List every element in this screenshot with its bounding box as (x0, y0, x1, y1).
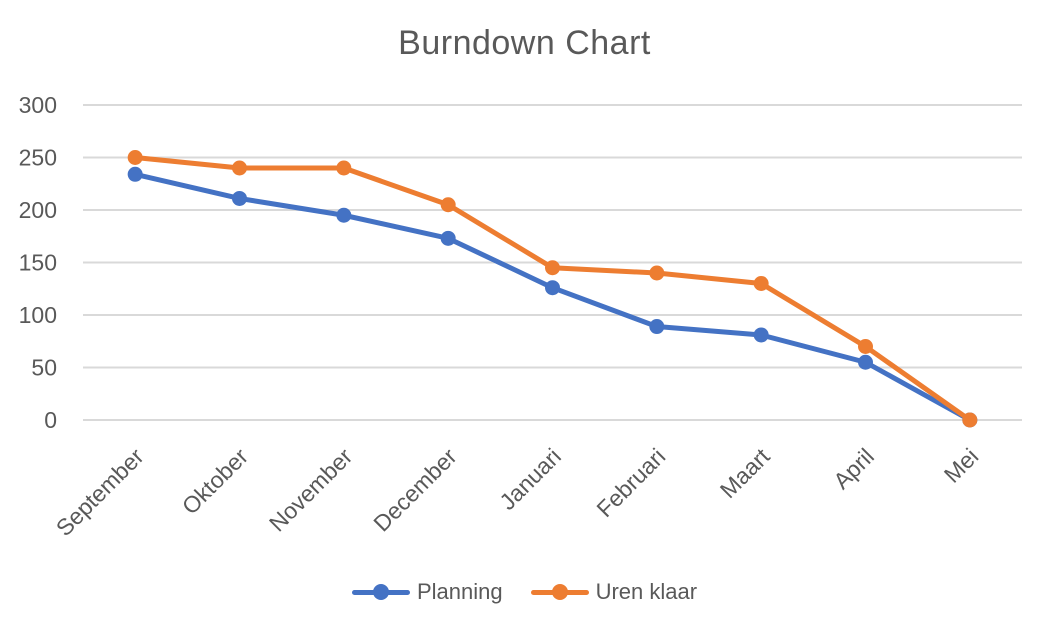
chart-title: Burndown Chart (398, 24, 651, 62)
data-point-planning (232, 190, 247, 206)
x-axis-tick-label: Mei (939, 443, 984, 488)
x-axis-tick-label: Januari (494, 443, 566, 515)
x-axis-tick-label: Maart (715, 443, 775, 503)
y-axis-tick-label: 0 (44, 407, 57, 433)
data-point-planning (649, 319, 665, 335)
data-point-planning (127, 166, 143, 182)
data-point-uren-klaar (545, 260, 560, 276)
y-axis-tick-label: 250 (19, 145, 57, 171)
y-axis-tick-label: 300 (19, 92, 57, 118)
x-axis-tick-label: April (828, 443, 879, 494)
legend-dot-icon (551, 584, 568, 600)
y-axis-tick-label: 100 (19, 302, 57, 328)
data-point-uren-klaar (336, 160, 352, 176)
data-point-planning (753, 327, 769, 343)
y-axis-tick-label: 50 (31, 355, 57, 381)
data-point-uren-klaar (753, 276, 769, 291)
legend-item-planning: Planning (351, 579, 503, 605)
legend-item-uren-klaar: Uren klaar (530, 579, 698, 605)
x-axis-tick-label: September (51, 443, 149, 541)
data-point-planning (440, 230, 456, 246)
x-axis-tick-label: December (368, 443, 462, 537)
data-point-planning (858, 354, 873, 370)
y-axis-tick-label: 200 (19, 197, 57, 223)
data-point-planning (545, 280, 560, 296)
line-dot-marker-icon (530, 584, 589, 600)
data-point-uren-klaar (962, 412, 978, 428)
line-dot-marker-icon (351, 584, 410, 600)
x-axis-tick-label: November (264, 443, 358, 537)
data-point-planning (336, 207, 352, 223)
legend-dot-icon (372, 584, 389, 600)
data-point-uren-klaar (649, 265, 665, 281)
data-point-uren-klaar (858, 339, 873, 354)
legend-label: Uren klaar (595, 579, 698, 604)
x-axis-tick-label: Oktober (177, 443, 253, 519)
legend: Planning Uren klaar (0, 575, 1049, 609)
x-axis-tick-label: Februari (591, 443, 670, 522)
data-point-uren-klaar (440, 197, 456, 213)
series-line-planning (132, 171, 973, 423)
data-point-uren-klaar (232, 160, 247, 176)
legend-label: Planning (416, 579, 503, 604)
y-axis-tick-label: 150 (19, 250, 57, 276)
data-point-uren-klaar (127, 150, 143, 165)
